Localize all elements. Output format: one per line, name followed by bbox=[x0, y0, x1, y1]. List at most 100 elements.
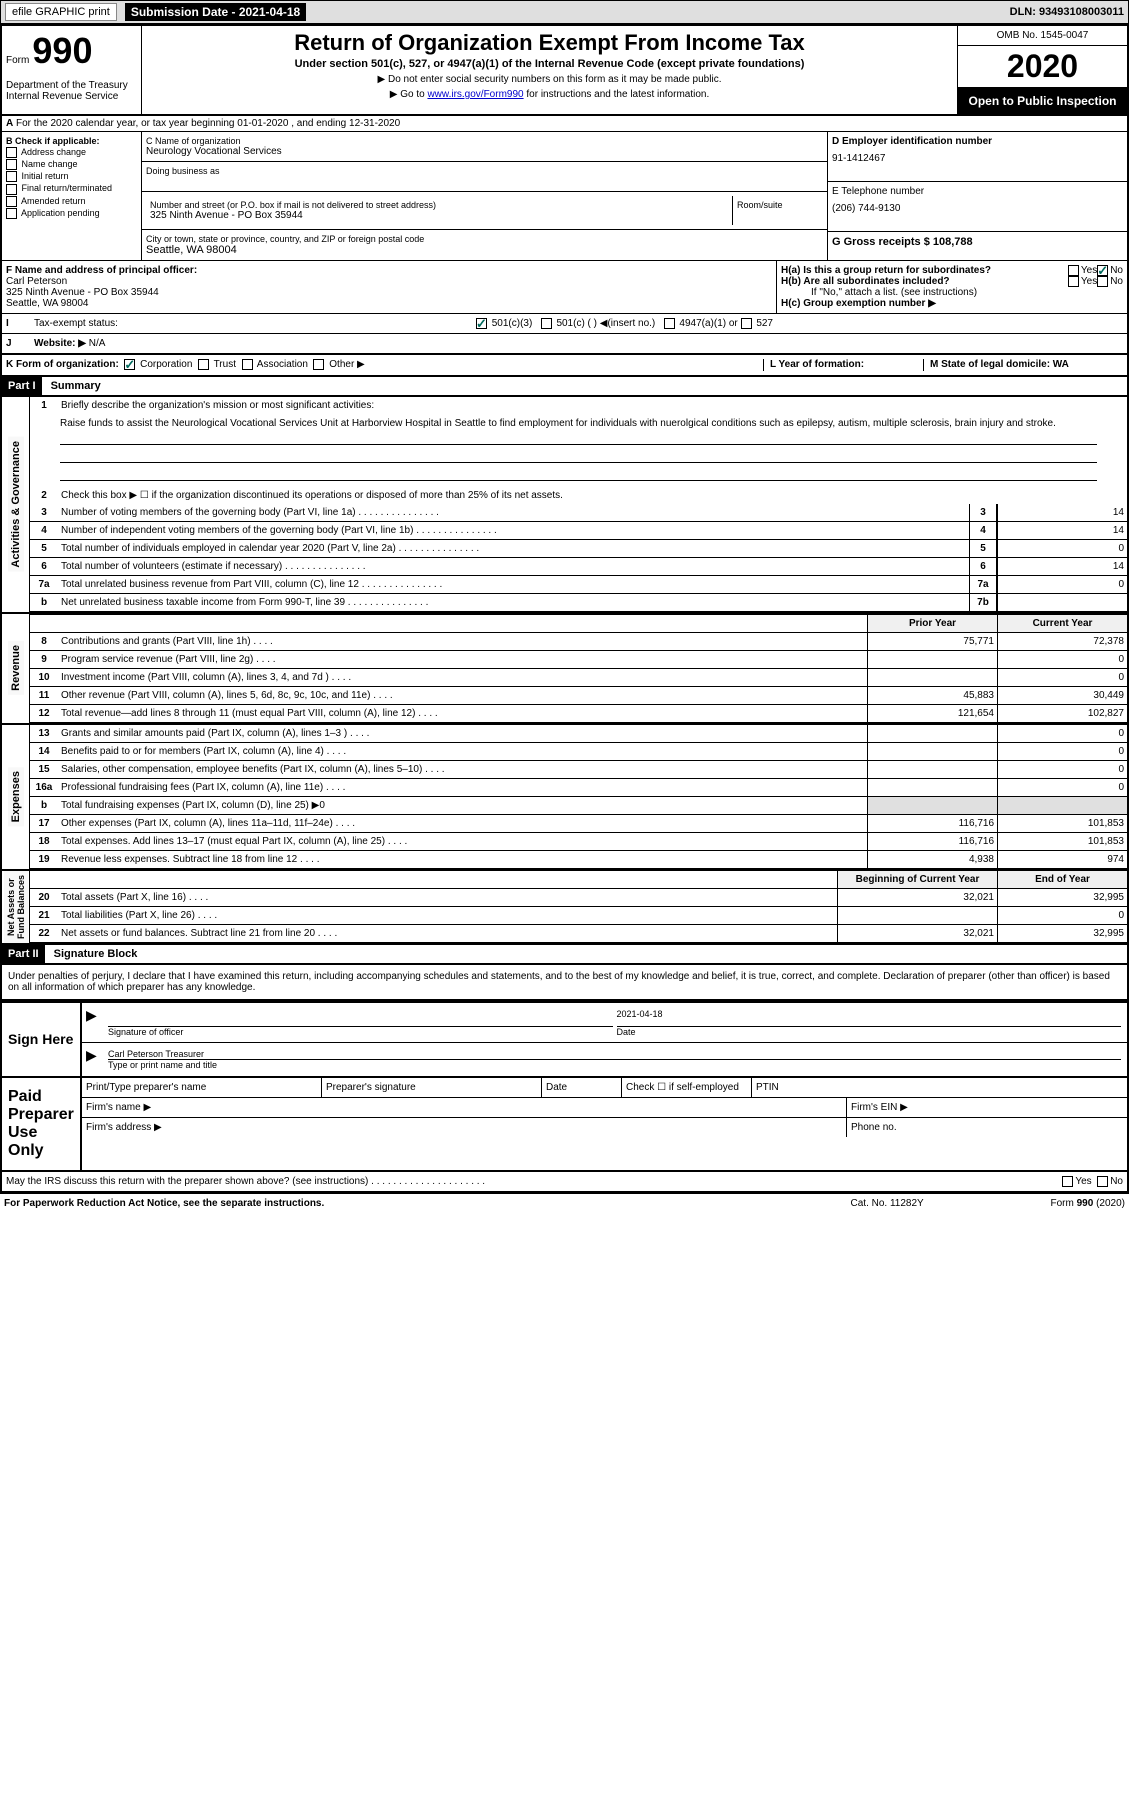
year-formation: L Year of formation: bbox=[763, 359, 923, 370]
prior-year-header: Prior Year bbox=[867, 615, 997, 632]
instruction-ssn: ▶ Do not enter social security numbers o… bbox=[146, 74, 953, 85]
prior-year-val bbox=[867, 669, 997, 686]
eoy-header: End of Year bbox=[997, 871, 1127, 888]
sig-date-label: Date bbox=[617, 1027, 1122, 1037]
current-year-val: 0 bbox=[997, 669, 1127, 686]
current-year-val: 101,853 bbox=[997, 833, 1127, 850]
form-org-label: K Form of organization: bbox=[6, 359, 119, 370]
line-num: 15 bbox=[30, 761, 58, 778]
line-num: 21 bbox=[30, 907, 58, 924]
line-val: 14 bbox=[997, 504, 1127, 521]
line-num: 9 bbox=[30, 651, 58, 668]
sig-name: Carl Peterson Treasurer bbox=[108, 1049, 1121, 1060]
line-desc: Professional fundraising fees (Part IX, … bbox=[58, 779, 867, 796]
line-box: 7b bbox=[969, 594, 997, 611]
bcy-header: Beginning of Current Year bbox=[837, 871, 997, 888]
preparer-date-label: Date bbox=[542, 1078, 622, 1097]
check-4947[interactable]: 4947(a)(1) or bbox=[664, 318, 738, 329]
line-box: 5 bbox=[969, 540, 997, 557]
line-num: 12 bbox=[30, 705, 58, 722]
website-value: N/A bbox=[89, 338, 106, 349]
line-num: 10 bbox=[30, 669, 58, 686]
line-desc: Number of voting members of the governin… bbox=[58, 504, 969, 521]
line-val bbox=[997, 594, 1127, 611]
ha-yes[interactable]: Yes bbox=[1068, 265, 1097, 276]
check-trust[interactable]: Trust bbox=[198, 359, 236, 370]
department-label: Department of the Treasury Internal Reve… bbox=[6, 80, 137, 102]
dba-label: Doing business as bbox=[146, 166, 823, 176]
check-initial-return[interactable]: Initial return bbox=[6, 171, 137, 182]
line-1: 1 bbox=[30, 397, 58, 414]
line-num: 8 bbox=[30, 633, 58, 650]
prior-year-val bbox=[867, 761, 997, 778]
line-desc: Total unrelated business revenue from Pa… bbox=[58, 576, 969, 593]
hc-label: H(c) Group exemption number ▶ bbox=[781, 298, 1123, 309]
mission-label: Briefly describe the organization's miss… bbox=[58, 397, 1127, 414]
firm-name-label: Firm's name ▶ bbox=[82, 1098, 847, 1117]
prior-year-val bbox=[867, 743, 997, 760]
paid-preparer-label: Paid Preparer Use Only bbox=[2, 1078, 82, 1170]
line-desc: Total fundraising expenses (Part IX, col… bbox=[58, 797, 867, 814]
check-address-change[interactable]: Address change bbox=[6, 147, 137, 158]
ptin-label: PTIN bbox=[752, 1078, 1127, 1097]
firm-addr-label: Firm's address ▶ bbox=[82, 1118, 847, 1137]
discuss-no[interactable]: No bbox=[1097, 1176, 1123, 1187]
line-desc: Total number of individuals employed in … bbox=[58, 540, 969, 557]
check-527[interactable]: 527 bbox=[741, 318, 773, 329]
line-num: 16a bbox=[30, 779, 58, 796]
ha-no[interactable]: No bbox=[1097, 265, 1123, 276]
current-year-val: 0 bbox=[997, 651, 1127, 668]
form-title: Return of Organization Exempt From Incom… bbox=[146, 30, 953, 56]
irs-link[interactable]: www.irs.gov/Form990 bbox=[427, 89, 523, 100]
line-2-desc: Check this box ▶ ☐ if the organization d… bbox=[58, 487, 1127, 504]
activities-governance-label: Activities & Governance bbox=[8, 437, 24, 572]
prior-year-val: 116,716 bbox=[867, 833, 997, 850]
check-other[interactable]: Other ▶ bbox=[313, 359, 364, 370]
line-num: 20 bbox=[30, 889, 58, 906]
prior-year-val: 121,654 bbox=[867, 705, 997, 722]
eoy-val: 32,995 bbox=[997, 889, 1127, 906]
phone-value: (206) 744-9130 bbox=[832, 203, 1123, 214]
line-desc: Benefits paid to or for members (Part IX… bbox=[58, 743, 867, 760]
sign-here-label: Sign Here bbox=[2, 1003, 82, 1076]
line-val: 0 bbox=[997, 540, 1127, 557]
line-box: 3 bbox=[969, 504, 997, 521]
check-corporation[interactable]: Corporation bbox=[124, 359, 192, 370]
check-application-pending[interactable]: Application pending bbox=[6, 208, 137, 219]
section-b-label: B Check if applicable: bbox=[6, 136, 137, 146]
ein-label: D Employer identification number bbox=[832, 136, 1123, 147]
line-desc: Total assets (Part X, line 16) bbox=[58, 889, 837, 906]
discuss-yes[interactable]: Yes bbox=[1062, 1176, 1091, 1187]
efile-print-button[interactable]: efile GRAPHIC print bbox=[5, 3, 117, 21]
section-a-tax-year: A For the 2020 calendar year, or tax yea… bbox=[2, 116, 1127, 132]
line-desc: Total revenue—add lines 8 through 11 (mu… bbox=[58, 705, 867, 722]
declaration-text: Under penalties of perjury, I declare th… bbox=[2, 965, 1127, 1001]
org-name: Neurology Vocational Services bbox=[146, 146, 823, 157]
arrow-icon: ▶ bbox=[86, 1047, 106, 1072]
eoy-val: 32,995 bbox=[997, 925, 1127, 942]
hb-label: H(b) Are all subordinates included? bbox=[781, 276, 1068, 287]
line-desc: Other revenue (Part VIII, column (A), li… bbox=[58, 687, 867, 704]
part1-header: Part I bbox=[2, 377, 42, 395]
prior-year-val: 116,716 bbox=[867, 815, 997, 832]
check-501c3[interactable]: 501(c)(3) bbox=[476, 318, 532, 329]
row-j: J bbox=[6, 338, 34, 349]
check-final-return[interactable]: Final return/terminated bbox=[6, 183, 137, 194]
tax-exempt-label: Tax-exempt status: bbox=[34, 318, 476, 329]
current-year-val bbox=[997, 797, 1127, 814]
line-box: 4 bbox=[969, 522, 997, 539]
current-year-val: 0 bbox=[997, 725, 1127, 742]
row-i: I bbox=[6, 318, 34, 329]
check-association[interactable]: Association bbox=[242, 359, 308, 370]
check-amended-return[interactable]: Amended return bbox=[6, 196, 137, 207]
eoy-val: 0 bbox=[997, 907, 1127, 924]
line-num: 14 bbox=[30, 743, 58, 760]
check-501c[interactable]: 501(c) ( ) ◀(insert no.) bbox=[541, 318, 656, 329]
preparer-check-label: Check ☐ if self-employed bbox=[622, 1078, 752, 1097]
line-desc: Total liabilities (Part X, line 26) bbox=[58, 907, 837, 924]
prior-year-val bbox=[867, 779, 997, 796]
line-num: b bbox=[30, 797, 58, 814]
check-name-change[interactable]: Name change bbox=[6, 159, 137, 170]
paperwork-notice: For Paperwork Reduction Act Notice, see … bbox=[4, 1198, 851, 1209]
hb-yes[interactable]: Yes bbox=[1068, 276, 1097, 287]
